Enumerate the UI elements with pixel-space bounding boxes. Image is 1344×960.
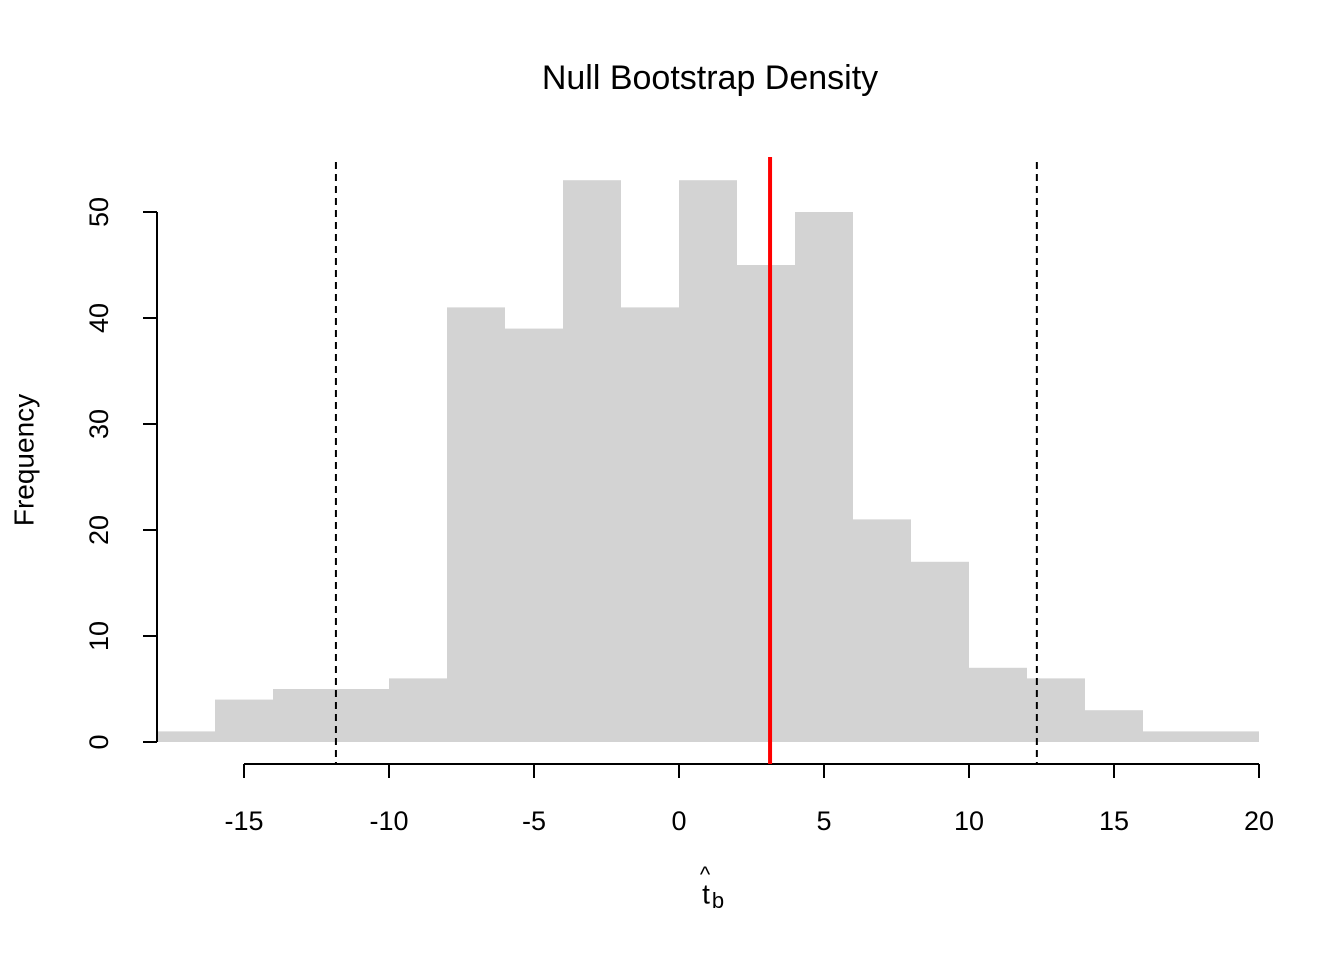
bar (157, 731, 215, 742)
bar (1143, 731, 1201, 742)
y-tick-label: 50 (84, 197, 114, 227)
bar (621, 307, 679, 742)
bar (1201, 731, 1259, 742)
bar (853, 519, 911, 742)
x-axis-label-subscript: b (712, 888, 724, 913)
x-tick-label: 15 (1099, 806, 1129, 836)
bar (737, 265, 795, 742)
bar (273, 689, 331, 742)
x-tick-label: 0 (671, 806, 686, 836)
bar (389, 678, 447, 742)
y-tick-label: 10 (84, 621, 114, 651)
bar (795, 212, 853, 742)
bar (215, 699, 273, 742)
x-tick-label: 10 (954, 806, 984, 836)
bar (447, 307, 505, 742)
x-tick-label: -10 (369, 806, 408, 836)
y-axis-label: Frequency (8, 394, 39, 526)
x-axis-label-accent: ^ (700, 862, 711, 887)
y-tick-label: 30 (84, 409, 114, 439)
bar (1085, 710, 1143, 742)
bar (679, 180, 737, 742)
x-tick-label: -5 (522, 806, 546, 836)
y-tick-label: 20 (84, 515, 114, 545)
bar (331, 689, 389, 742)
bar (1027, 678, 1085, 742)
chart-title: Null Bootstrap Density (542, 59, 878, 97)
x-tick-label: 5 (816, 806, 831, 836)
bar (911, 561, 969, 742)
bar (563, 180, 621, 742)
y-tick-label: 0 (84, 734, 114, 749)
y-tick-label: 40 (84, 303, 114, 333)
x-tick-label: 20 (1244, 806, 1274, 836)
bar (969, 667, 1027, 742)
x-axis-label: t (702, 878, 710, 909)
bar (505, 328, 563, 742)
x-tick-label: -15 (224, 806, 263, 836)
